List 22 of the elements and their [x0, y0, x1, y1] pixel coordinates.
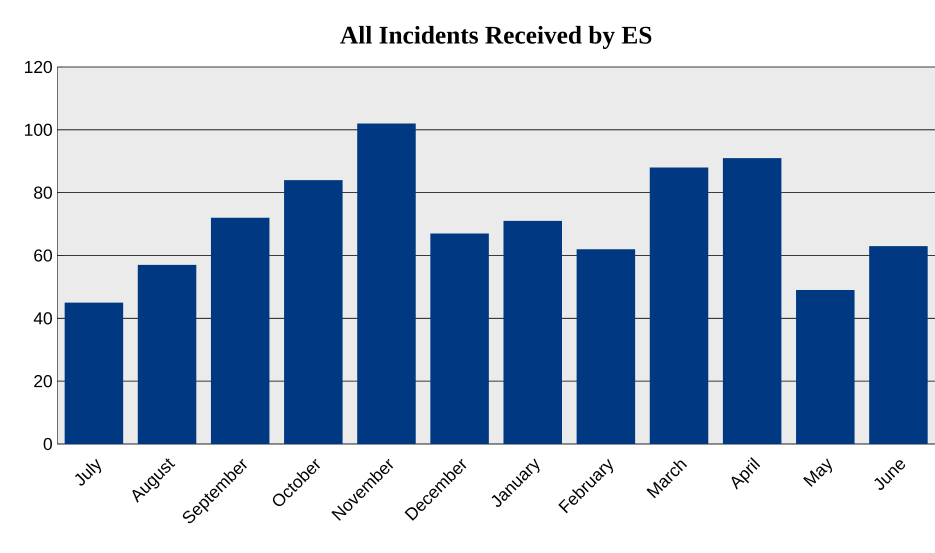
- bar: [284, 180, 343, 444]
- x-tick-label: July: [75, 458, 102, 486]
- y-tick-label: 0: [44, 438, 52, 450]
- y-tick-label: 40: [34, 312, 52, 324]
- bar: [210, 218, 270, 444]
- bar: [869, 246, 928, 444]
- y-tick-label: 120: [25, 60, 52, 74]
- bar: [503, 220, 562, 444]
- bar: [576, 249, 636, 444]
- x-tick-label: May: [803, 458, 832, 487]
- y-tick-label: 60: [34, 249, 52, 262]
- y-tick-label: 20: [34, 375, 52, 388]
- bar: [357, 124, 416, 444]
- bar: [722, 158, 782, 444]
- bar: [796, 290, 855, 444]
- bar: [430, 234, 489, 444]
- bar: [64, 302, 124, 444]
- y-tick-label: 100: [25, 124, 52, 136]
- y-tick-label: 80: [34, 186, 52, 199]
- bar: [650, 168, 708, 444]
- chart-title: All Incidents Received by ES: [340, 26, 652, 49]
- bar: [138, 264, 196, 444]
